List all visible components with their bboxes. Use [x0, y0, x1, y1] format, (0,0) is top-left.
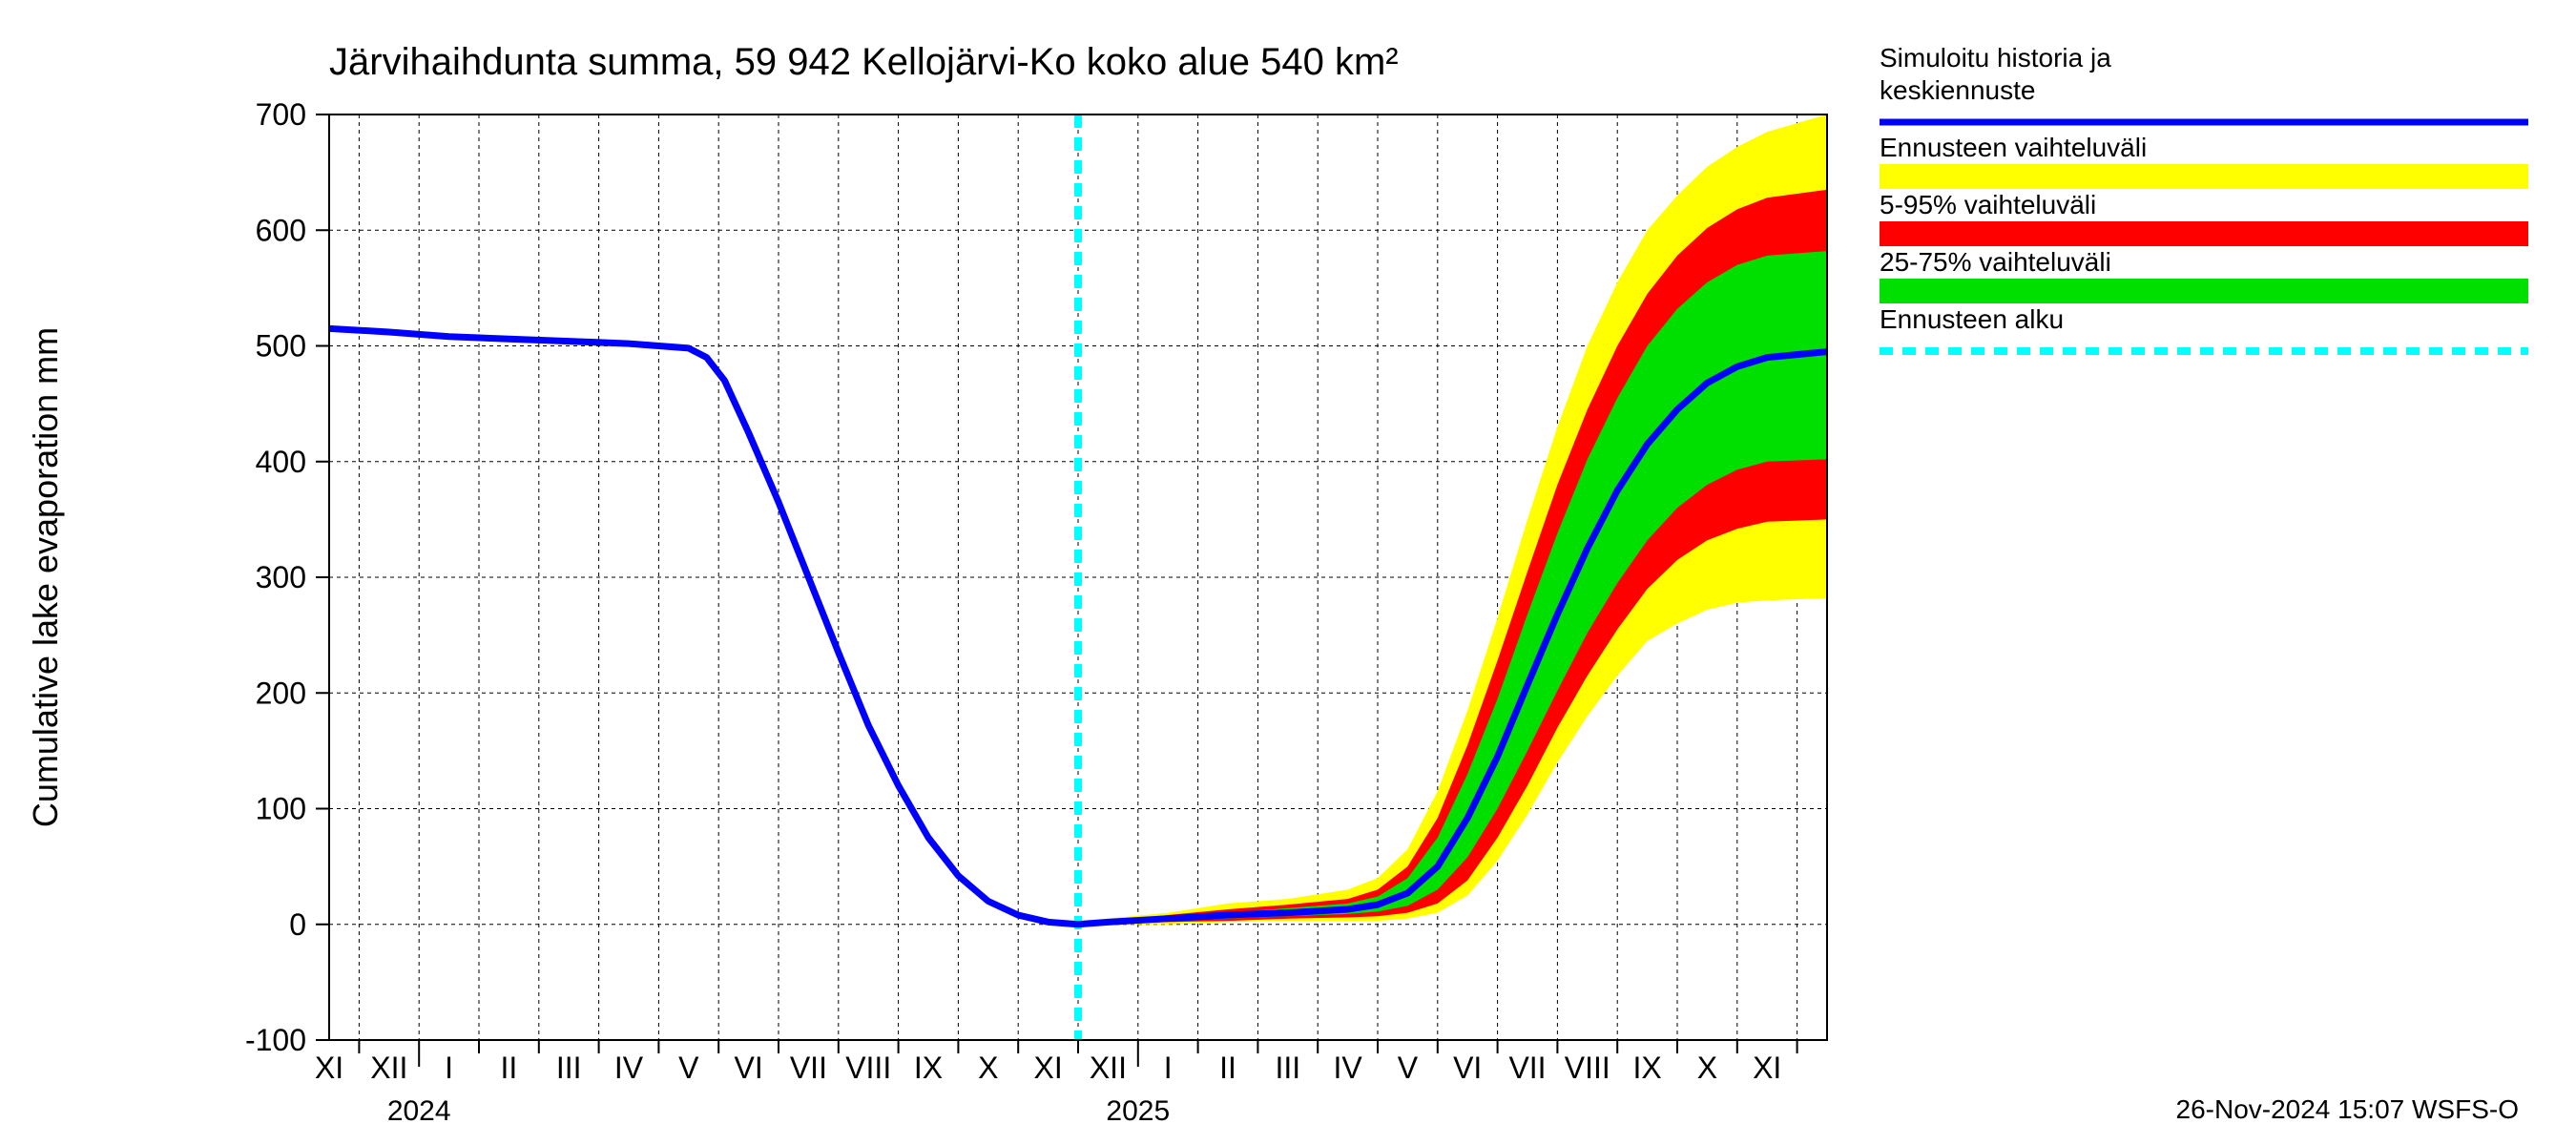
legend-label: 5-95% vaihteluväli [1880, 190, 2096, 219]
legend-label: Ennusteen alku [1880, 304, 2064, 334]
x-tick-label: IX [914, 1051, 943, 1085]
legend-label: 25-75% vaihteluväli [1880, 247, 2111, 277]
x-tick-label: V [1398, 1051, 1419, 1085]
x-tick-label: III [556, 1051, 582, 1085]
x-tick-label: X [978, 1051, 998, 1085]
y-tick-label: 400 [256, 445, 306, 479]
y-tick-label: 600 [256, 213, 306, 247]
x-tick-label: VII [1508, 1051, 1546, 1085]
x-tick-label: I [445, 1051, 453, 1085]
year-label: 2024 [387, 1095, 451, 1127]
x-tick-label: III [1275, 1051, 1300, 1085]
legend-swatch [1880, 279, 2528, 303]
x-tick-label: IX [1632, 1051, 1661, 1085]
x-tick-label: IV [1333, 1051, 1362, 1085]
x-tick-label: X [1697, 1051, 1717, 1085]
x-tick-label: IV [614, 1051, 644, 1085]
y-tick-label: 0 [289, 907, 306, 942]
y-tick-label: 300 [256, 560, 306, 594]
x-tick-label: V [678, 1051, 699, 1085]
x-tick-label: VI [734, 1051, 762, 1085]
chart-footer-timestamp: 26-Nov-2024 15:07 WSFS-O [2176, 1094, 2520, 1124]
x-tick-label: XI [1753, 1051, 1781, 1085]
x-tick-label: I [1164, 1051, 1173, 1085]
chart-title: Järvihaihdunta summa, 59 942 Kellojärvi-… [329, 41, 1399, 83]
legend-label: Simuloitu historia ja [1880, 43, 2111, 73]
y-tick-label: 500 [256, 329, 306, 364]
x-tick-label: VIII [1565, 1051, 1610, 1085]
x-tick-label: XII [370, 1051, 407, 1085]
year-label: 2025 [1106, 1095, 1170, 1127]
x-tick-label: II [501, 1051, 518, 1085]
x-tick-label: II [1219, 1051, 1236, 1085]
legend-label: keskiennuste [1880, 75, 2035, 105]
x-tick-label: XI [1033, 1051, 1062, 1085]
y-axis-label: Cumulative lake evaporation mm [26, 327, 65, 827]
lake-evaporation-chart: Järvihaihdunta summa, 59 942 Kellojärvi-… [0, 0, 2576, 1145]
legend-swatch [1880, 221, 2528, 246]
x-tick-label: VI [1453, 1051, 1482, 1085]
x-tick-label: XI [315, 1051, 343, 1085]
y-tick-label: 200 [256, 676, 306, 710]
y-tick-label: 100 [256, 792, 306, 826]
legend-swatch [1880, 164, 2528, 189]
legend-label: Ennusteen vaihteluväli [1880, 133, 2147, 162]
x-tick-label: XII [1090, 1051, 1127, 1085]
y-tick-label: -100 [245, 1023, 306, 1057]
x-tick-label: VIII [845, 1051, 891, 1085]
x-tick-label: VII [790, 1051, 827, 1085]
y-tick-label: 700 [256, 97, 306, 132]
